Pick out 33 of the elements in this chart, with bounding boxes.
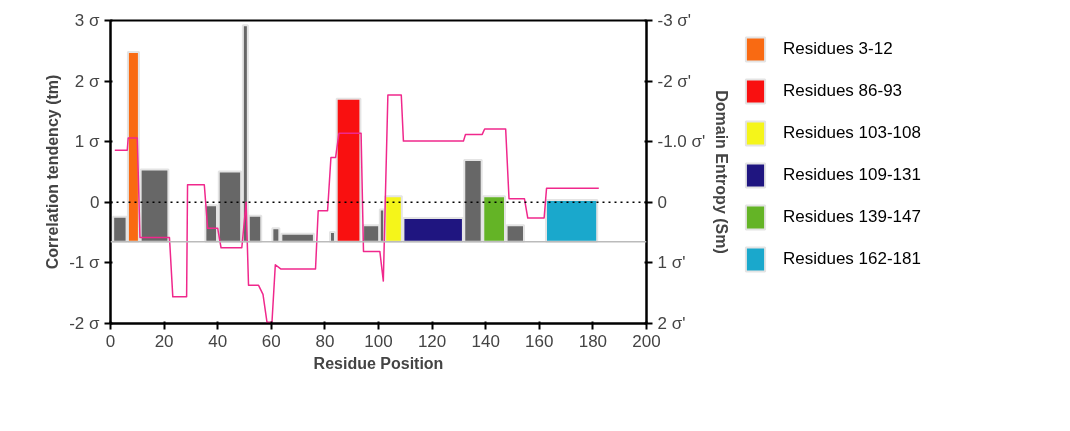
legend-label: Residues 86-93 (783, 81, 903, 101)
legend-label: Residues 162-181 (783, 249, 921, 269)
y2-tick-label: -1.0 σ' (657, 132, 706, 152)
x-tick-label: 0 (105, 331, 116, 351)
y2-tick-label: -2 σ' (657, 71, 692, 91)
legend-label: Residues 103-108 (783, 123, 921, 143)
x-tick-label: 120 (417, 331, 447, 351)
x-tick-label: 40 (208, 331, 228, 351)
y2-tick-label: 0 (657, 192, 667, 212)
y2-axis-title: Domain Entropy (Sm) (713, 90, 731, 254)
y2-tick-label: 2 σ' (657, 314, 686, 333)
x-tick-label: 200 (632, 331, 661, 351)
y-tick-label: 2 σ (74, 71, 101, 91)
x-tick-label: 180 (578, 331, 608, 351)
x-tick-label: 160 (525, 331, 554, 351)
legend-label: Residues 3-12 (783, 39, 893, 59)
x-tick-label: 20 (154, 331, 174, 351)
y-tick-label: -2 σ (69, 314, 101, 333)
legend-label: Residues 109-131 (783, 165, 921, 185)
y2-tick-label: -3 σ' (657, 11, 692, 30)
x-tick-label: 140 (471, 331, 500, 351)
legend-label: Residues 139-147 (783, 207, 921, 227)
y-axis-title: Correlation tendency (tm) (44, 74, 62, 270)
x-axis-title: Residue Position (313, 354, 444, 372)
y-tick-label: 3 σ (74, 11, 101, 30)
x-tick-label: 80 (315, 331, 335, 351)
y-tick-label: 0 (90, 192, 100, 212)
x-tick-label: 60 (261, 331, 281, 351)
line-series (114, 94, 600, 324)
y-tick-label: 1 σ (74, 132, 101, 152)
x-tick-label: 100 (364, 331, 393, 351)
y2-tick-label: 1 σ' (657, 253, 686, 273)
y-tick-label: -1 σ (69, 253, 101, 273)
